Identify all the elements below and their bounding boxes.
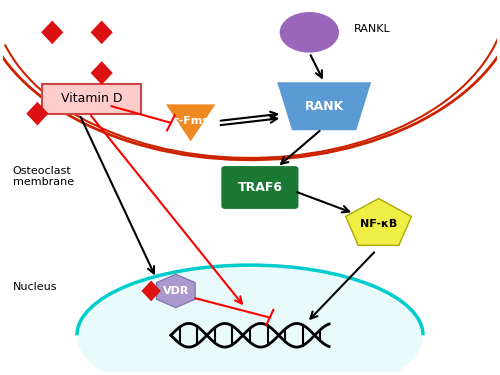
- Text: VDR: VDR: [162, 286, 189, 296]
- Ellipse shape: [280, 12, 339, 53]
- Text: RANKL: RANKL: [354, 24, 391, 34]
- Text: c-Fms: c-Fms: [172, 116, 209, 126]
- Text: RANK: RANK: [304, 100, 344, 113]
- Polygon shape: [26, 102, 48, 125]
- Polygon shape: [90, 21, 112, 44]
- Ellipse shape: [77, 265, 423, 375]
- Text: NF-κB: NF-κB: [360, 219, 397, 230]
- Polygon shape: [142, 280, 161, 301]
- Polygon shape: [90, 61, 112, 85]
- Polygon shape: [41, 21, 64, 44]
- Polygon shape: [277, 82, 371, 130]
- Polygon shape: [156, 274, 195, 308]
- Text: Vitamin D: Vitamin D: [61, 92, 122, 105]
- FancyBboxPatch shape: [222, 166, 298, 209]
- Text: Osteoclast
membrane: Osteoclast membrane: [12, 166, 74, 187]
- Text: Nucleus: Nucleus: [12, 282, 57, 292]
- Polygon shape: [346, 199, 412, 245]
- Text: TRAF6: TRAF6: [238, 181, 282, 194]
- Polygon shape: [166, 104, 216, 141]
- FancyBboxPatch shape: [42, 84, 141, 114]
